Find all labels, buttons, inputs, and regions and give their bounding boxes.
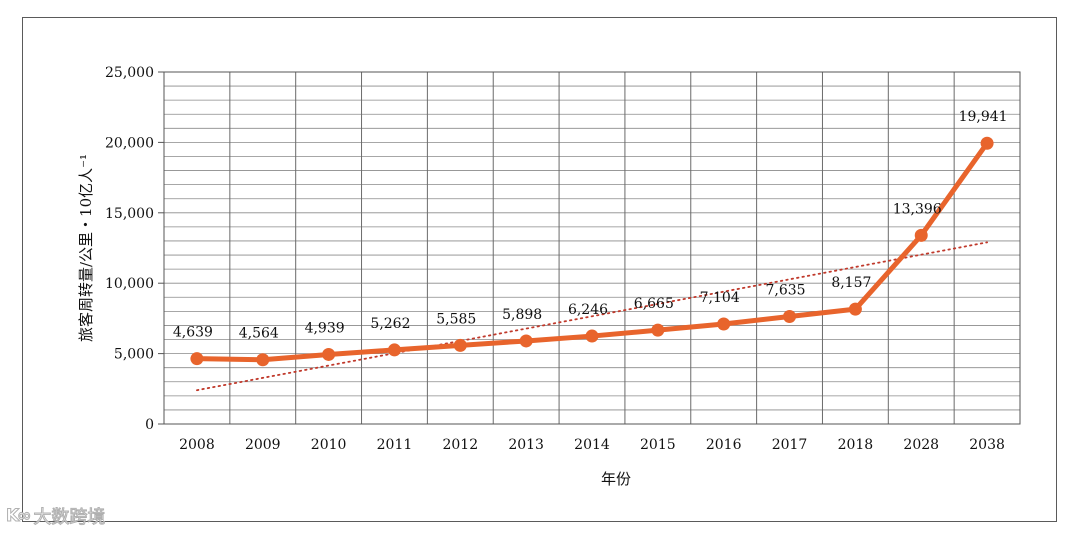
x-tick-label: 2028 — [903, 437, 939, 453]
data-point — [717, 317, 731, 331]
y-tick-label: 10,000 — [105, 276, 154, 292]
watermark-text: 大数跨境 — [33, 507, 106, 529]
data-label: 4,939 — [305, 320, 345, 336]
data-point — [453, 338, 467, 352]
data-point — [980, 136, 994, 150]
y-tick-label: 0 — [145, 417, 154, 433]
data-label: 6,665 — [634, 296, 674, 312]
data-label: 4,639 — [173, 325, 213, 341]
y-tick-label: 25,000 — [105, 65, 154, 81]
x-tick-label: 2010 — [311, 437, 347, 453]
data-label: 7,104 — [700, 290, 740, 306]
series-layer — [190, 136, 994, 367]
label-layer: 4,639 4,564 4,939 5,262 5,585 5,898 6,246 6,665… — [173, 109, 1008, 342]
trendline-layer — [196, 241, 988, 392]
data-label: 5,898 — [502, 307, 542, 323]
y-tick-label: 5,000 — [114, 347, 154, 363]
x-tick-label: 2016 — [706, 437, 742, 453]
data-point — [783, 309, 797, 323]
grid-layer — [163, 72, 1021, 424]
y-axis-title: 旅客周转量/公里・10亿人⁻¹ — [77, 154, 95, 342]
chart-frame: 4,639 4,564 4,939 5,262 5,585 5,898 6,246 6,665… — [22, 17, 1057, 522]
x-tick-label: 2015 — [640, 437, 676, 453]
x-tick-label: 2018 — [838, 437, 874, 453]
x-tick-label: 2011 — [377, 437, 413, 453]
data-point — [322, 347, 336, 361]
data-point — [585, 329, 599, 343]
data-point — [914, 228, 928, 242]
data-label: 13,396 — [893, 201, 942, 217]
x-tick-label: 2014 — [574, 437, 610, 453]
data-label: 5,262 — [370, 316, 410, 332]
data-label: 8,157 — [831, 275, 871, 291]
x-tick-label: 2012 — [442, 437, 478, 453]
axis-layer: 0 5,000 10,000 15,000 20,000 25,000 2008 2009 20… — [105, 65, 1021, 453]
watermark: K∞ 大数跨境 — [5, 503, 106, 529]
data-point — [651, 323, 665, 337]
data-label: 6,246 — [568, 302, 608, 318]
data-point — [848, 302, 862, 316]
data-point — [190, 352, 204, 366]
x-tick-label: 2017 — [772, 437, 808, 453]
data-label: 4,564 — [239, 326, 279, 342]
x-tick-label: 2009 — [245, 437, 281, 453]
data-label: 7,635 — [765, 282, 805, 298]
x-tick-label: 2038 — [969, 437, 1005, 453]
y-tick-label: 15,000 — [105, 206, 154, 222]
data-point — [256, 353, 270, 367]
x-tick-label: 2008 — [179, 437, 215, 453]
trendline — [196, 241, 988, 392]
line-chart: 4,639 4,564 4,939 5,262 5,585 5,898 6,246 6,665… — [77, 65, 1021, 488]
data-label: 19,941 — [959, 109, 1008, 125]
data-point — [387, 343, 401, 357]
x-tick-label: 2013 — [508, 437, 544, 453]
y-tick-label: 20,000 — [105, 135, 154, 151]
data-point — [519, 334, 533, 348]
plot-area-border — [163, 71, 1021, 425]
data-label: 5,585 — [436, 311, 476, 327]
watermark-logo-icon: K∞ — [5, 506, 31, 527]
x-axis-title: 年份 — [601, 470, 631, 488]
